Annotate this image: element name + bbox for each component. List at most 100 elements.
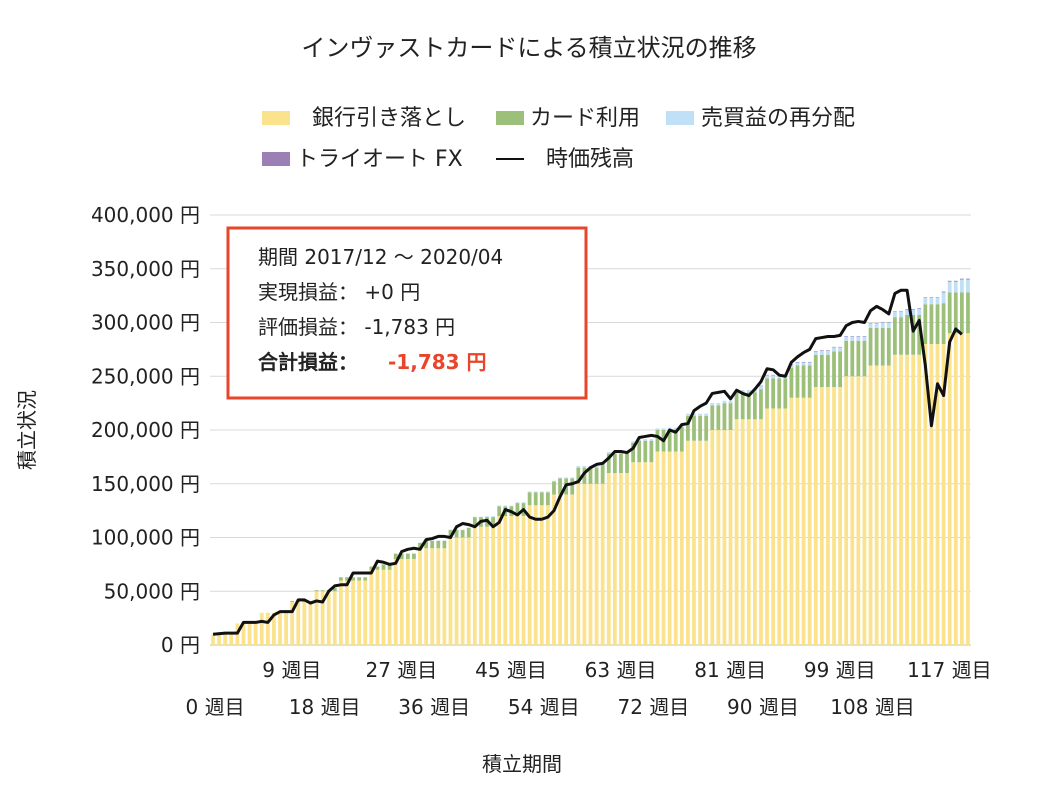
bar-card [911,314,916,355]
bar-card [777,378,782,409]
bar-card [515,503,520,516]
bar-triauto [856,336,861,337]
y-axis-label: 積立状況 [15,390,39,470]
bar-resale [485,516,489,518]
bar-resale [746,390,751,393]
bar-resale [649,439,654,441]
bar-bank [564,494,569,645]
bar-triauto [819,350,824,351]
bar-bank [314,591,319,645]
bar-bank [856,376,861,645]
bar-resale [436,540,441,541]
bar-resale [850,336,855,341]
bar-card [546,492,550,506]
bar-card [357,577,362,581]
bar-bank [826,387,830,645]
chart-title: インヴァストカードによる積立状況の推移 [301,34,756,62]
bar-card [947,292,952,334]
bar-bank [661,451,666,645]
bar-bank [351,580,355,645]
bar-bank [631,462,635,645]
bar-bank [710,430,715,645]
bar-bank [521,516,526,645]
bar-resale [412,553,416,554]
bar-card [655,430,660,452]
bar-bank [211,634,215,645]
bar-card [771,378,776,409]
summary-total-value: -1,783 円 [388,350,487,374]
bar-card [819,354,824,387]
bar-resale [923,297,928,305]
bar-bank [789,397,794,645]
bar-bank [795,397,800,645]
bar-card [813,354,818,387]
bar-card [704,416,709,441]
bar-bank [479,526,483,645]
bar-bank [935,344,940,645]
bar-card [570,478,575,495]
bar-bank [339,580,343,645]
bar-resale [576,466,581,468]
bar-resale [935,297,940,305]
bar-resale [947,281,952,293]
bar-bank [722,430,727,645]
bar-triauto [826,350,830,351]
bar-resale [807,362,812,366]
bar-bank [868,365,873,645]
bar-resale [874,323,879,328]
bar-resale [953,281,958,293]
bar-bank [491,526,495,645]
bar-card [576,467,581,484]
bar-bank [813,387,818,645]
bar-resale [893,311,897,318]
legend: 銀行引き落とし カード利用 売買益の再分配 トライオート FX 時価残高 [262,106,855,172]
legend-label-card: カード利用 [530,106,640,131]
bar-resale [686,413,690,417]
bar-triauto [893,311,897,312]
bar-bank [241,623,246,645]
bar-resale [503,505,508,507]
bar-card [905,314,909,355]
bar-card [345,577,349,581]
bar-resale [826,350,830,355]
bar-resale [917,308,922,315]
bar-resale [582,466,587,468]
bar-resale [692,413,696,417]
bar-card [454,529,459,538]
bar-resale [728,400,733,404]
bar-card [917,314,922,355]
bar-resale [813,351,818,355]
bar-bank [625,473,629,645]
bar-bank [941,344,946,645]
bar-bank [284,612,288,645]
bar-bank [576,483,581,645]
bar-triauto [911,309,916,310]
bar-bank [777,408,782,645]
bar-bank [716,430,721,645]
bar-resale [631,441,635,443]
bar-card [862,340,867,377]
bar-bank [734,419,739,645]
bar-triauto [929,297,934,298]
bar-bank [929,344,934,645]
x-tick-label: 72 週目 [617,695,689,719]
bar-card [631,442,635,463]
bar-triauto [917,307,922,309]
bar-triauto [923,297,928,298]
bar-bank [728,430,733,645]
bar-bank [582,483,587,645]
bar-card [783,378,788,409]
bar-card [466,527,471,538]
bar-card [710,405,715,430]
bar-triauto [838,346,842,348]
bar-bank [363,580,368,645]
bar-bank [771,408,776,645]
bar-bank [704,440,709,645]
bar-card [844,340,849,377]
bar-bank [223,634,228,645]
bar-card [886,327,891,366]
bar-card [351,577,355,581]
bar-triauto [886,321,891,323]
bar-resale [460,529,465,531]
bar-resale [704,413,709,417]
